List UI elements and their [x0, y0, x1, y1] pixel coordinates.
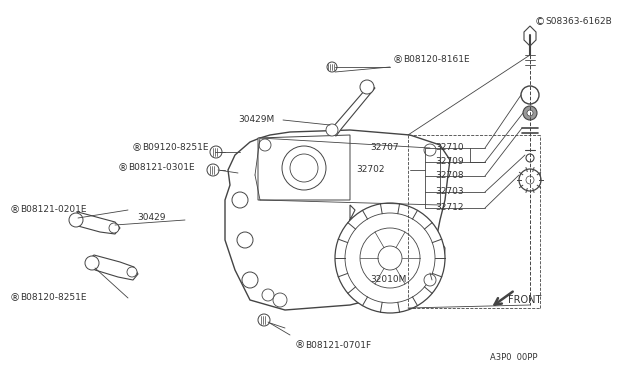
Circle shape: [526, 154, 534, 162]
Text: ®: ®: [393, 55, 403, 65]
Text: ©: ©: [535, 17, 545, 27]
Text: ®: ®: [10, 205, 20, 215]
Circle shape: [232, 192, 248, 208]
Polygon shape: [258, 135, 350, 200]
Polygon shape: [88, 255, 138, 280]
Circle shape: [335, 203, 445, 313]
Polygon shape: [524, 26, 536, 46]
Text: FRONT: FRONT: [508, 295, 541, 305]
Text: 32702: 32702: [356, 166, 385, 174]
Circle shape: [378, 246, 402, 270]
Text: 32707: 32707: [370, 144, 399, 153]
Circle shape: [242, 272, 258, 288]
Circle shape: [345, 213, 435, 303]
Circle shape: [85, 256, 99, 270]
Text: A3P0  00PP: A3P0 00PP: [490, 353, 538, 362]
Circle shape: [258, 314, 270, 326]
Text: ®: ®: [295, 340, 305, 350]
Circle shape: [526, 176, 534, 184]
Circle shape: [210, 146, 222, 158]
Polygon shape: [225, 130, 450, 310]
Text: S08363-6162B: S08363-6162B: [545, 17, 612, 26]
Text: 32712: 32712: [435, 203, 463, 212]
Text: ®: ®: [10, 293, 20, 303]
Circle shape: [527, 110, 533, 116]
Circle shape: [360, 80, 374, 94]
Text: B09120-8251E: B09120-8251E: [142, 144, 209, 153]
Circle shape: [290, 154, 318, 182]
Circle shape: [521, 86, 539, 104]
Circle shape: [259, 139, 271, 151]
Text: 30429: 30429: [137, 214, 166, 222]
Circle shape: [262, 289, 274, 301]
Circle shape: [282, 146, 326, 190]
Polygon shape: [350, 205, 445, 300]
Text: B08120-8251E: B08120-8251E: [20, 294, 86, 302]
Text: ®: ®: [118, 163, 128, 173]
Text: B08121-0301E: B08121-0301E: [128, 164, 195, 173]
Circle shape: [360, 228, 420, 288]
Circle shape: [424, 274, 436, 286]
Text: 32709: 32709: [435, 157, 463, 167]
Text: 32710: 32710: [435, 144, 463, 153]
Circle shape: [327, 62, 337, 72]
Circle shape: [69, 213, 83, 227]
Circle shape: [326, 124, 338, 136]
Circle shape: [207, 164, 219, 176]
Circle shape: [237, 232, 253, 248]
Text: ®: ®: [132, 143, 142, 153]
Text: B08120-8161E: B08120-8161E: [403, 55, 470, 64]
Polygon shape: [72, 212, 120, 234]
Circle shape: [523, 106, 537, 120]
Circle shape: [109, 223, 119, 233]
Text: B08121-0701F: B08121-0701F: [305, 340, 371, 350]
Circle shape: [424, 144, 436, 156]
Text: 32708: 32708: [435, 171, 463, 180]
Circle shape: [519, 169, 541, 191]
Text: B08121-0201E: B08121-0201E: [20, 205, 86, 215]
Text: 30429M: 30429M: [238, 115, 275, 125]
Text: 32010M: 32010M: [370, 276, 406, 285]
Text: 32703: 32703: [435, 187, 463, 196]
Circle shape: [273, 293, 287, 307]
Polygon shape: [330, 85, 375, 136]
Circle shape: [127, 267, 137, 277]
